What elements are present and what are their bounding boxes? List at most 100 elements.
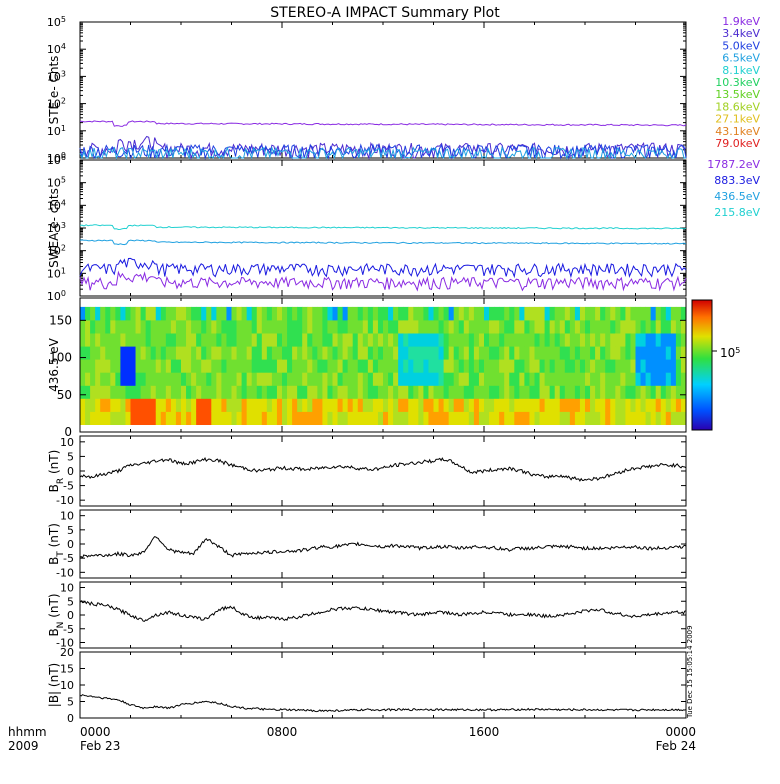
heatmap-cell <box>256 411 263 425</box>
y-tick-mantissa: 10 <box>47 199 61 212</box>
heatmap-cell <box>140 372 147 386</box>
heatmap-cell <box>529 398 535 412</box>
heatmap-cell <box>585 320 591 334</box>
heatmap-cell <box>377 385 384 399</box>
heatmap-cell <box>660 333 667 347</box>
heatmap-cell <box>615 411 621 425</box>
y-tick-exponent: 0 <box>61 151 66 160</box>
heatmap-cell <box>372 306 379 321</box>
heatmap-cell <box>645 398 652 412</box>
heatmap-cell <box>393 306 399 321</box>
heatmap-cell <box>519 320 525 334</box>
heatmap-cell <box>322 333 328 347</box>
heatmap-cell <box>276 333 283 347</box>
heatmap-cell <box>509 333 515 347</box>
legend-entry: 883.3eV <box>714 174 760 187</box>
heatmap-cell <box>80 411 86 425</box>
heatmap-cell <box>559 398 566 412</box>
heatmap-cell <box>650 398 657 412</box>
heatmap-cell <box>196 346 202 360</box>
heatmap-cell <box>383 333 389 347</box>
heatmap-cell <box>287 398 293 412</box>
heatmap-cell <box>403 372 409 386</box>
heatmap-cell <box>463 333 470 347</box>
heatmap-cell <box>504 346 510 360</box>
heatmap-cell <box>630 346 636 360</box>
heatmap-cell <box>216 398 222 412</box>
heatmap-cell <box>484 333 490 347</box>
heatmap-cell <box>292 306 298 321</box>
heatmap-cell <box>85 385 91 399</box>
heatmap-cell <box>620 306 626 321</box>
heatmap-cell <box>670 346 677 360</box>
heatmap-cell <box>352 346 359 360</box>
heatmap-cell <box>625 306 631 321</box>
heatmap-cell <box>519 359 525 373</box>
heatmap-cell <box>519 385 525 399</box>
heatmap-cell <box>292 411 298 425</box>
heatmap-cell <box>110 333 116 347</box>
heatmap-cell <box>256 385 263 399</box>
heatmap-cell <box>241 385 248 399</box>
series-line-1787.2eV <box>79 270 687 292</box>
y-tick-label: 103 <box>47 221 66 236</box>
heatmap-cell <box>499 306 505 321</box>
heatmap-cell <box>600 333 606 347</box>
heatmap-cell <box>595 385 601 399</box>
heatmap-cell <box>342 359 349 373</box>
heatmap-cell <box>494 398 500 412</box>
heatmap-cell <box>246 411 253 425</box>
heatmap-cell <box>196 411 202 425</box>
heatmap-cell <box>640 411 646 425</box>
heatmap-cell <box>458 398 465 412</box>
heatmap-cell <box>453 385 460 399</box>
heatmap-cell <box>372 385 379 399</box>
heatmap-cell <box>615 372 621 386</box>
field-line-R <box>79 457 687 482</box>
heatmap-cell <box>287 411 293 425</box>
heatmap-cell <box>650 385 657 399</box>
heatmap-cell <box>372 398 379 412</box>
heatmap-cell <box>347 411 354 425</box>
heatmap-cell <box>484 346 490 360</box>
heatmap-cell <box>413 333 419 347</box>
heatmap-cell <box>135 320 141 334</box>
heatmap-cell <box>473 359 480 373</box>
heatmap-cell <box>600 372 606 386</box>
heatmap-cell <box>226 385 232 399</box>
heatmap-cell <box>140 385 147 399</box>
heatmap-cell <box>458 372 465 386</box>
heatmap-cell <box>398 306 404 321</box>
heatmap-cell <box>367 385 374 399</box>
x-tick-label-time: 0000 <box>665 725 696 739</box>
heatmap-cell <box>484 306 490 321</box>
heatmap-cell <box>256 359 263 373</box>
heatmap-cell <box>590 372 596 386</box>
heatmap-cell <box>226 346 232 360</box>
axis-hhmm-label: hhmm <box>8 725 47 739</box>
heatmap-cell <box>509 306 515 321</box>
heatmap-cell <box>155 398 162 412</box>
heatmap-cell <box>468 398 475 412</box>
heatmap-cell <box>559 411 566 425</box>
heatmap-cell <box>90 359 96 373</box>
heatmap-cell <box>670 306 677 321</box>
heatmap-cell <box>327 411 333 425</box>
heatmap-cell <box>342 333 349 347</box>
heatmap-cell <box>600 306 606 321</box>
heatmap-cell <box>186 411 192 425</box>
heatmap-cell <box>110 398 116 412</box>
heatmap-cell <box>383 359 389 373</box>
heatmap-cell <box>95 333 101 347</box>
heatmap-cell <box>595 372 601 386</box>
heatmap-cell <box>388 346 394 360</box>
heatmap-cell <box>428 346 434 360</box>
heatmap-cell <box>544 411 551 425</box>
heatmap-cell <box>175 372 182 386</box>
heatmap-cell <box>645 372 652 386</box>
heatmap-cell <box>211 411 217 425</box>
heatmap-cell <box>231 320 237 334</box>
heatmap-cell <box>458 346 465 360</box>
heatmap-cell <box>473 320 480 334</box>
heatmap-cell <box>191 320 197 334</box>
